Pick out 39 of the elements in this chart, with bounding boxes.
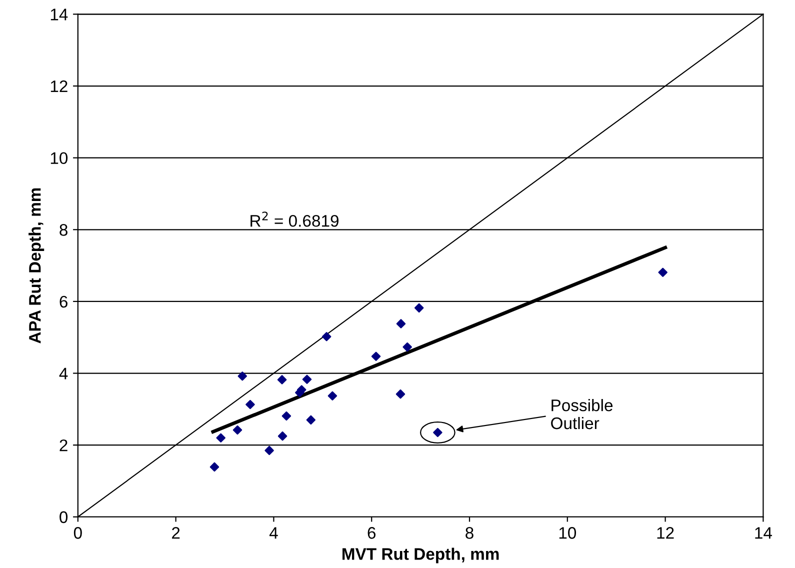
x-tick-label: 10 [559, 527, 576, 539]
point [264, 446, 274, 456]
annotation: Possible Outlier [551, 399, 613, 430]
point [306, 415, 316, 425]
y-tick-label: 4 [59, 368, 68, 380]
point [402, 342, 412, 352]
point [658, 268, 668, 277]
x-tick-label: 4 [269, 527, 278, 539]
point [396, 389, 406, 399]
point [238, 372, 248, 381]
y-tick-label: 8 [60, 224, 68, 236]
x-tick-label: 0 [74, 527, 82, 539]
y-tick-label: 2 [60, 439, 68, 452]
x-tick-label: 14 [755, 527, 772, 539]
point [232, 425, 242, 435]
y-tick-label: 6 [60, 296, 68, 308]
point [216, 433, 226, 443]
point [210, 462, 220, 472]
point [396, 319, 406, 328]
point [371, 352, 381, 362]
point [414, 303, 424, 313]
point [278, 431, 288, 441]
point [322, 332, 332, 342]
annotation: R$^{2}$ = 0.6819 [250, 212, 338, 227]
point [328, 391, 338, 400]
point [302, 374, 312, 384]
point [282, 411, 292, 421]
y-tick-label: 0 [60, 511, 68, 524]
x-axis-title: MVT Rut Depth, mm [342, 548, 499, 564]
y-tick-label: 12 [50, 80, 68, 92]
x-tick-label: 12 [657, 527, 674, 539]
x-tick-label: 2 [172, 527, 180, 539]
point [246, 400, 255, 410]
y-axis-title: APA Rut Depth, mm [28, 188, 44, 344]
y-tick-label: 10 [50, 152, 68, 164]
x-tick-label: 6 [368, 527, 376, 539]
y-tick-label: 14 [50, 8, 68, 20]
x-tick-label: 8 [466, 527, 474, 539]
point [277, 375, 287, 384]
